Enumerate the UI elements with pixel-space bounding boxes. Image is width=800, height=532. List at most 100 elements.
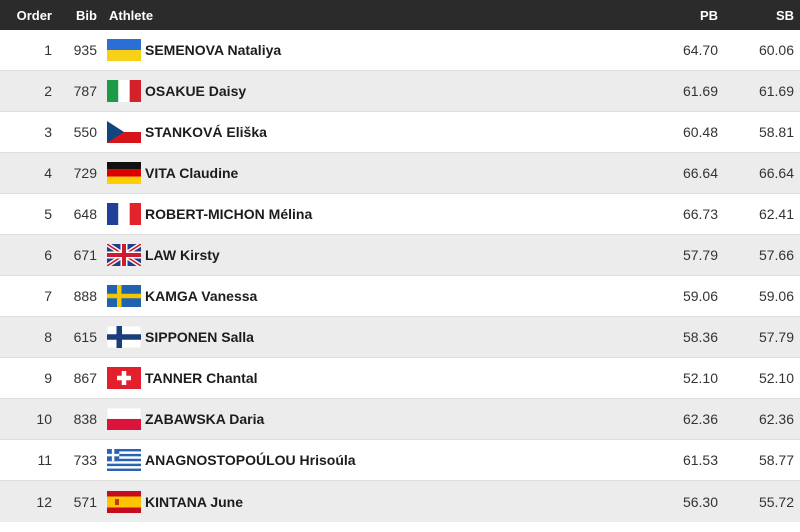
bib-cell: 787 bbox=[73, 83, 97, 99]
bib-cell: 615 bbox=[73, 329, 97, 345]
flag-cell bbox=[97, 162, 141, 184]
header-order: Order bbox=[16, 7, 52, 23]
flag-cell bbox=[97, 285, 141, 307]
table-row: 8 615 SIPPONEN Salla 58.36 57.79 bbox=[0, 317, 800, 358]
sb-cell: 61.69 bbox=[758, 83, 794, 99]
table-row: 2 787 OSAKUE Daisy 61.69 61.69 bbox=[0, 71, 800, 112]
bib-cell: 671 bbox=[73, 247, 97, 263]
pb-cell: 66.73 bbox=[682, 206, 718, 222]
table-row: 5 648 ROBERT-MICHON Mélina 66.73 62.41 bbox=[0, 194, 800, 235]
bib-cell: 888 bbox=[73, 288, 97, 304]
pb-cell: 61.69 bbox=[682, 83, 718, 99]
bib-cell: 550 bbox=[73, 124, 97, 140]
pb-cell: 59.06 bbox=[682, 288, 718, 304]
bib-cell: 733 bbox=[73, 452, 97, 468]
bib-cell: 571 bbox=[73, 493, 97, 510]
sb-cell: 66.64 bbox=[758, 165, 794, 181]
athlete-name[interactable]: TANNER Chantal bbox=[145, 370, 258, 386]
sb-cell: 55.72 bbox=[758, 493, 794, 510]
flag-cell bbox=[97, 244, 141, 266]
table-row: 9 867 TANNER Chantal 52.10 52.10 bbox=[0, 358, 800, 399]
france-flag-icon bbox=[107, 203, 141, 225]
sb-cell: 60.06 bbox=[758, 42, 794, 58]
sb-cell: 52.10 bbox=[758, 370, 794, 386]
switzerland-flag-icon bbox=[107, 367, 141, 389]
order-cell: 12 bbox=[36, 493, 52, 510]
athlete-name[interactable]: OSAKUE Daisy bbox=[145, 83, 247, 99]
athlete-name[interactable]: ROBERT-MICHON Mélina bbox=[145, 206, 313, 222]
sb-cell: 62.36 bbox=[758, 411, 794, 427]
athlete-name[interactable]: SIPPONEN Salla bbox=[145, 329, 254, 345]
poland-flag-icon bbox=[107, 408, 141, 430]
flag-cell bbox=[97, 490, 141, 513]
sb-cell: 62.41 bbox=[758, 206, 794, 222]
table-row: 3 550 STANKOVÁ Eliška 60.48 58.81 bbox=[0, 112, 800, 153]
athlete-name[interactable]: ZABAWSKA Daria bbox=[145, 411, 265, 427]
athlete-name[interactable]: VITA Claudine bbox=[145, 165, 239, 181]
sb-cell: 57.66 bbox=[758, 247, 794, 263]
athlete-name[interactable]: ANAGNOSTOPOÚLOU Hrisoúla bbox=[145, 452, 356, 468]
table-row: 6 671 LAW Kirsty 57.79 57.66 bbox=[0, 235, 800, 276]
pb-cell: 60.48 bbox=[682, 124, 718, 140]
table-header: Order Bib Athlete PB SB bbox=[0, 0, 800, 30]
athlete-name[interactable]: LAW Kirsty bbox=[145, 247, 220, 263]
table-row: 10 838 ZABAWSKA Daria 62.36 62.36 bbox=[0, 399, 800, 440]
athlete-name[interactable]: STANKOVÁ Eliška bbox=[145, 124, 267, 140]
pb-cell: 52.10 bbox=[682, 370, 718, 386]
table-row: 7 888 KAMGA Vanessa 59.06 59.06 bbox=[0, 276, 800, 317]
header-bib: Bib bbox=[76, 7, 97, 23]
bib-cell: 729 bbox=[73, 165, 97, 181]
ukraine-flag-icon bbox=[107, 39, 141, 61]
flag-cell bbox=[97, 39, 141, 61]
sweden-flag-icon bbox=[107, 285, 141, 307]
order-cell: 9 bbox=[44, 370, 52, 386]
athlete-name[interactable]: KAMGA Vanessa bbox=[145, 288, 258, 304]
flag-cell bbox=[97, 408, 141, 430]
order-cell: 6 bbox=[44, 247, 52, 263]
order-cell: 3 bbox=[44, 124, 52, 140]
bib-cell: 838 bbox=[73, 411, 97, 427]
order-cell: 1 bbox=[44, 42, 52, 58]
flag-cell bbox=[97, 121, 141, 143]
flag-cell bbox=[97, 80, 141, 102]
pb-cell: 61.53 bbox=[682, 452, 718, 468]
pb-cell: 58.36 bbox=[682, 329, 718, 345]
pb-cell: 66.64 bbox=[682, 165, 718, 181]
header-pb: PB bbox=[699, 7, 718, 23]
bib-cell: 867 bbox=[73, 370, 97, 386]
spain-flag-icon bbox=[107, 490, 141, 513]
order-cell: 7 bbox=[44, 288, 52, 304]
athlete-name[interactable]: KINTANA June bbox=[145, 493, 243, 510]
pb-cell: 57.79 bbox=[682, 247, 718, 263]
greece-flag-icon bbox=[107, 449, 141, 471]
pb-cell: 56.30 bbox=[682, 493, 718, 510]
flag-cell bbox=[97, 367, 141, 389]
germany-flag-icon bbox=[107, 162, 141, 184]
sb-cell: 59.06 bbox=[758, 288, 794, 304]
table-row: 1 935 SEMENOVA Nataliya 64.70 60.06 bbox=[0, 30, 800, 71]
table-row: 11 733 ANAGNOSTOPOÚLOU Hrisoúla 61.53 58.77 bbox=[0, 440, 800, 481]
table-row: 4 729 VITA Claudine 66.64 66.64 bbox=[0, 153, 800, 194]
sb-cell: 57.79 bbox=[758, 329, 794, 345]
pb-cell: 62.36 bbox=[682, 411, 718, 427]
bib-cell: 935 bbox=[73, 42, 97, 58]
order-cell: 2 bbox=[44, 83, 52, 99]
pb-cell: 64.70 bbox=[682, 42, 718, 58]
order-cell: 4 bbox=[44, 165, 52, 181]
athlete-name[interactable]: SEMENOVA Nataliya bbox=[145, 42, 282, 58]
bib-cell: 648 bbox=[73, 206, 97, 222]
table-body: 1 935 SEMENOVA Nataliya 64.70 60.06 2 787 OSAKU… bbox=[0, 30, 800, 522]
czechia-flag-icon bbox=[107, 121, 141, 143]
flag-cell bbox=[97, 326, 141, 348]
order-cell: 8 bbox=[44, 329, 52, 345]
header-sb: SB bbox=[775, 7, 794, 23]
order-cell: 5 bbox=[44, 206, 52, 222]
flag-cell bbox=[97, 203, 141, 225]
header-athlete: Athlete bbox=[109, 7, 154, 23]
flag-cell bbox=[97, 449, 141, 471]
italy-flag-icon bbox=[107, 80, 141, 102]
order-cell: 11 bbox=[37, 452, 52, 468]
sb-cell: 58.77 bbox=[758, 452, 794, 468]
uk-flag-icon bbox=[107, 244, 141, 266]
